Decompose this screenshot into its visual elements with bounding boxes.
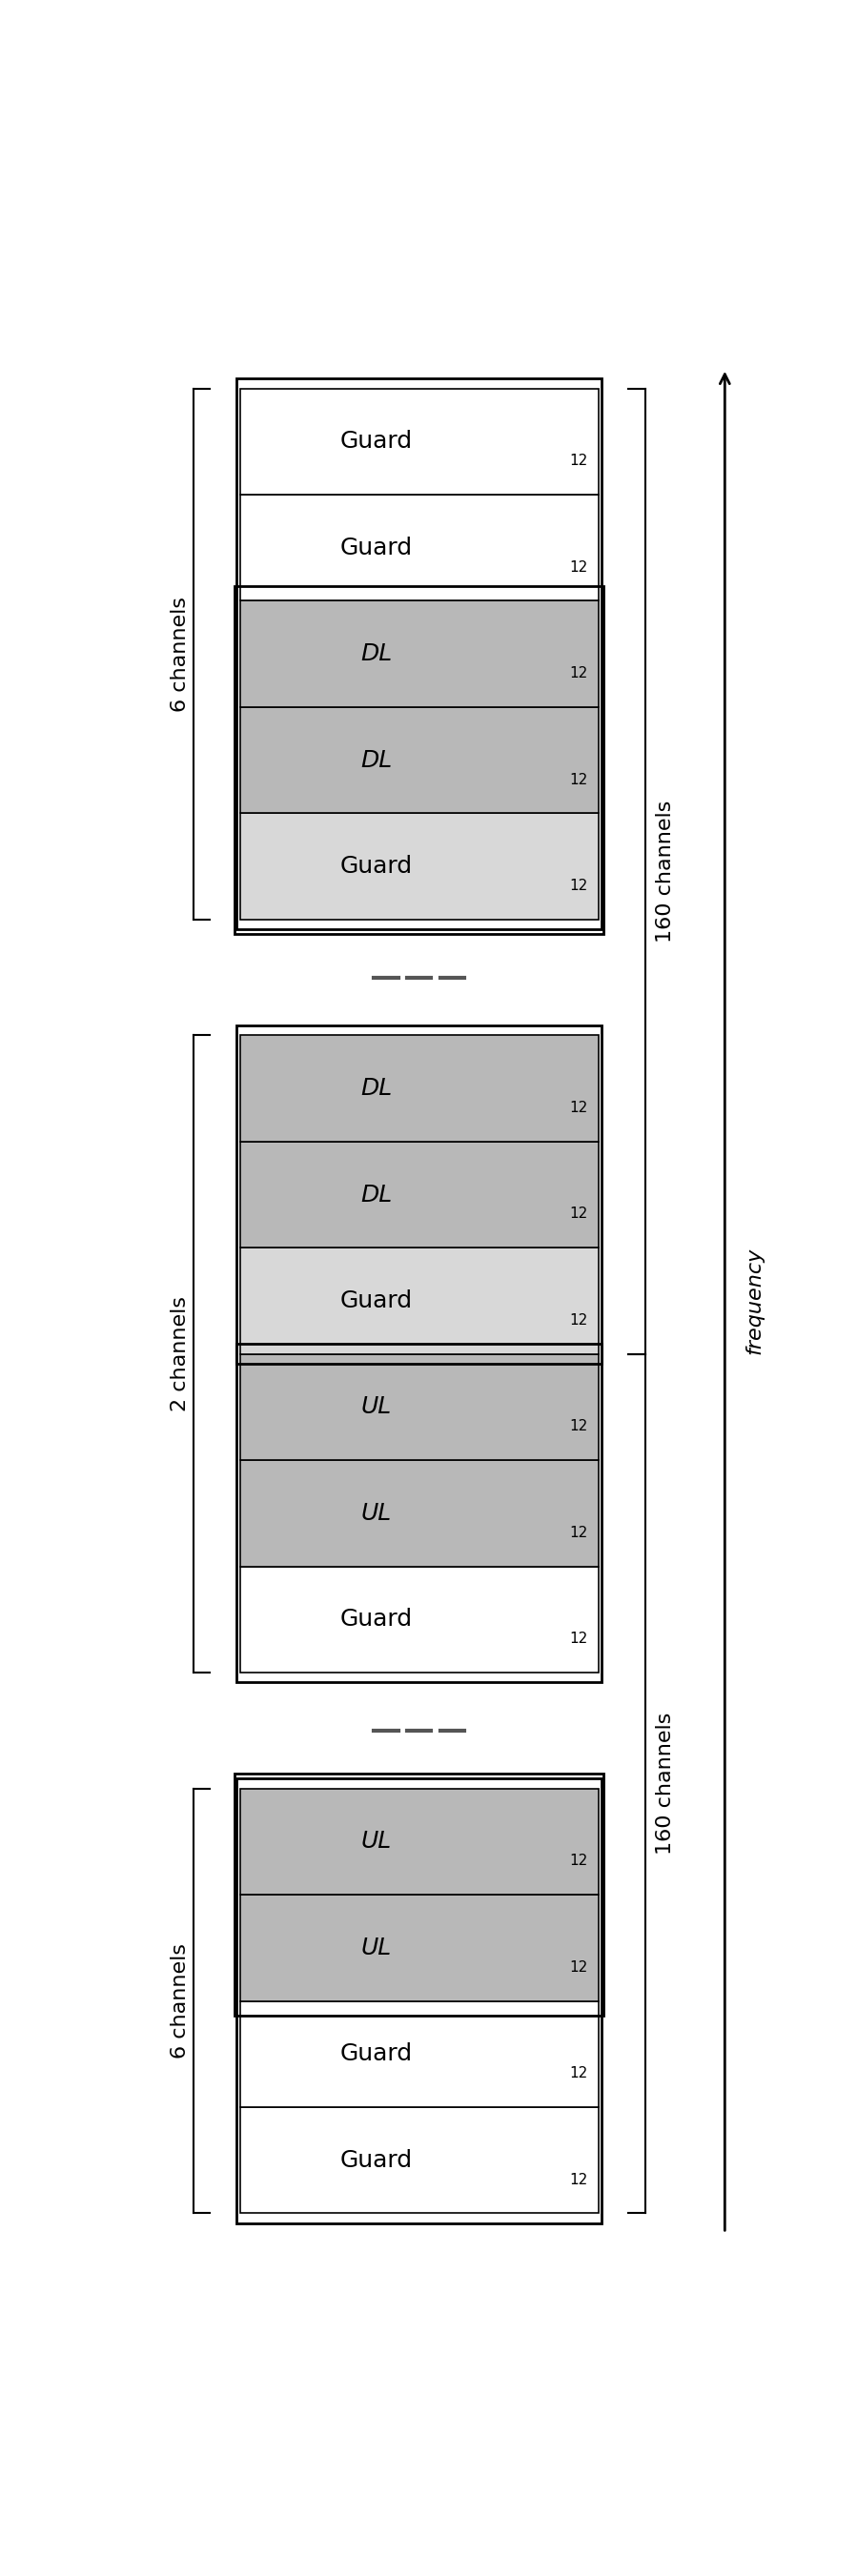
Text: DL: DL bbox=[361, 641, 392, 665]
Text: 12: 12 bbox=[570, 1100, 588, 1115]
Text: Guard: Guard bbox=[340, 1291, 412, 1311]
Bar bbox=[235, 1775, 603, 2017]
Text: 12: 12 bbox=[570, 559, 588, 574]
Text: 12: 12 bbox=[570, 878, 588, 894]
Text: Guard: Guard bbox=[340, 2148, 412, 2172]
Bar bbox=[235, 585, 603, 935]
Bar bbox=[240, 706, 598, 814]
Text: 12: 12 bbox=[570, 1631, 588, 1646]
Text: Guard: Guard bbox=[340, 430, 412, 453]
Text: Guard: Guard bbox=[340, 1607, 412, 1631]
Text: 160 channels: 160 channels bbox=[656, 1713, 674, 1855]
Text: 12: 12 bbox=[570, 1855, 588, 1868]
Text: 6 channels: 6 channels bbox=[171, 1942, 189, 2058]
Bar bbox=[240, 389, 598, 495]
Text: 12: 12 bbox=[570, 667, 588, 680]
Bar bbox=[240, 2002, 598, 2107]
Text: DL: DL bbox=[361, 1077, 392, 1100]
Bar bbox=[240, 1355, 598, 1461]
Text: UL: UL bbox=[361, 1829, 392, 1852]
Text: 12: 12 bbox=[570, 2172, 588, 2187]
Text: 160 channels: 160 channels bbox=[656, 801, 674, 943]
Text: 12: 12 bbox=[570, 1960, 588, 1973]
Text: DL: DL bbox=[361, 1182, 392, 1206]
Bar bbox=[237, 1777, 602, 2223]
Bar bbox=[240, 600, 598, 706]
Bar bbox=[240, 495, 598, 600]
Bar bbox=[240, 1141, 598, 1247]
Text: 6 channels: 6 channels bbox=[171, 595, 189, 711]
Bar bbox=[240, 1788, 598, 1896]
Bar bbox=[240, 1896, 598, 2002]
Text: 2 channels: 2 channels bbox=[171, 1296, 189, 1412]
Bar bbox=[240, 1461, 598, 1566]
Bar bbox=[237, 1025, 602, 1363]
Bar bbox=[240, 814, 598, 920]
Text: Guard: Guard bbox=[340, 536, 412, 559]
Text: UL: UL bbox=[361, 1937, 392, 1960]
Bar bbox=[240, 1247, 598, 1355]
Text: 12: 12 bbox=[570, 1419, 588, 1435]
Text: 12: 12 bbox=[570, 1525, 588, 1540]
Bar bbox=[240, 2107, 598, 2213]
Text: DL: DL bbox=[361, 750, 392, 773]
Bar bbox=[240, 1566, 598, 1672]
Text: UL: UL bbox=[361, 1396, 392, 1419]
Bar bbox=[237, 379, 602, 930]
Text: frequency: frequency bbox=[746, 1247, 764, 1355]
Bar bbox=[240, 1036, 598, 1141]
Text: 12: 12 bbox=[570, 773, 588, 786]
Bar bbox=[237, 1345, 602, 1682]
Text: UL: UL bbox=[361, 1502, 392, 1525]
Text: 12: 12 bbox=[570, 1208, 588, 1221]
Text: 12: 12 bbox=[570, 1314, 588, 1327]
Text: 12: 12 bbox=[570, 2066, 588, 2081]
Text: Guard: Guard bbox=[340, 2043, 412, 2066]
Text: 12: 12 bbox=[570, 453, 588, 469]
Text: Guard: Guard bbox=[340, 855, 412, 878]
